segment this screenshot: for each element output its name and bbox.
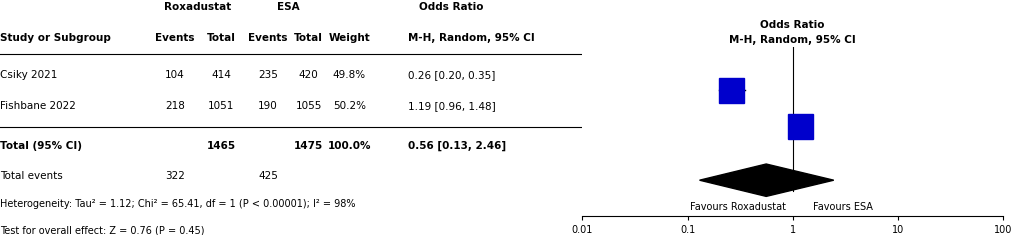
Text: Favours ESA: Favours ESA xyxy=(812,202,873,212)
Text: Total (95% CI): Total (95% CI) xyxy=(0,141,82,151)
Text: 100.0%: 100.0% xyxy=(328,141,371,151)
Text: Total events: Total events xyxy=(0,171,63,181)
Text: Roxadustat: Roxadustat xyxy=(164,2,232,12)
Text: 49.8%: 49.8% xyxy=(333,70,366,80)
Text: 1465: 1465 xyxy=(207,141,236,151)
Text: 0.26 [0.20, 0.35]: 0.26 [0.20, 0.35] xyxy=(407,70,495,80)
Text: 414: 414 xyxy=(212,70,231,80)
Text: Heterogeneity: Tau² = 1.12; Chi² = 65.41, df = 1 (P < 0.00001); I² = 98%: Heterogeneity: Tau² = 1.12; Chi² = 65.41… xyxy=(0,200,356,209)
Text: 50.2%: 50.2% xyxy=(333,101,366,111)
Text: Fishbane 2022: Fishbane 2022 xyxy=(0,101,76,111)
Text: 1055: 1055 xyxy=(296,101,322,111)
Text: Odds Ratio: Odds Ratio xyxy=(419,2,484,12)
Text: 1.19 [0.96, 1.48]: 1.19 [0.96, 1.48] xyxy=(407,101,495,111)
Text: 218: 218 xyxy=(165,101,184,111)
Text: 322: 322 xyxy=(165,171,184,181)
Text: Odds Ratio: Odds Ratio xyxy=(761,20,825,30)
Text: Weight: Weight xyxy=(328,33,371,43)
Bar xyxy=(788,114,813,139)
Text: Favours Roxadustat: Favours Roxadustat xyxy=(690,202,786,212)
Text: 1051: 1051 xyxy=(208,101,235,111)
Text: Total: Total xyxy=(207,33,236,43)
Text: 420: 420 xyxy=(299,70,318,80)
Text: Events: Events xyxy=(155,33,194,43)
Text: 235: 235 xyxy=(258,70,278,80)
Text: Csiky 2021: Csiky 2021 xyxy=(0,70,58,80)
Text: 104: 104 xyxy=(165,70,184,80)
Text: Study or Subgroup: Study or Subgroup xyxy=(0,33,110,43)
Text: 190: 190 xyxy=(258,101,278,111)
Text: Events: Events xyxy=(248,33,288,43)
Polygon shape xyxy=(700,164,834,196)
Text: 0.56 [0.13, 2.46]: 0.56 [0.13, 2.46] xyxy=(407,141,505,151)
Text: Total: Total xyxy=(294,33,323,43)
Bar xyxy=(718,78,744,103)
Text: 425: 425 xyxy=(258,171,278,181)
Text: Test for overall effect: Z = 0.76 (P = 0.45): Test for overall effect: Z = 0.76 (P = 0… xyxy=(0,225,205,235)
Text: M-H, Random, 95% CI: M-H, Random, 95% CI xyxy=(729,35,856,45)
Text: 1475: 1475 xyxy=(294,141,323,151)
Text: M-H, Random, 95% CI: M-H, Random, 95% CI xyxy=(407,33,535,43)
Text: ESA: ESA xyxy=(277,2,300,12)
